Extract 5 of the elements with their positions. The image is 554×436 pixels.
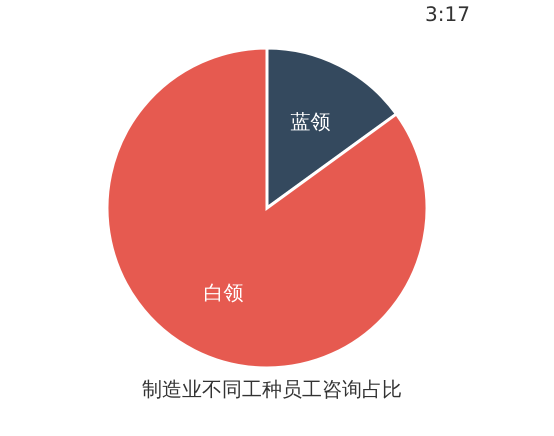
- slice-label: 白领: [203, 280, 244, 305]
- text: 制造业不同工种员工咨询占比: [142, 377, 402, 401]
- slice-label: 蓝领: [290, 109, 331, 134]
- text: 3:17: [425, 2, 470, 26]
- pie-slice: [106, 46, 428, 370]
